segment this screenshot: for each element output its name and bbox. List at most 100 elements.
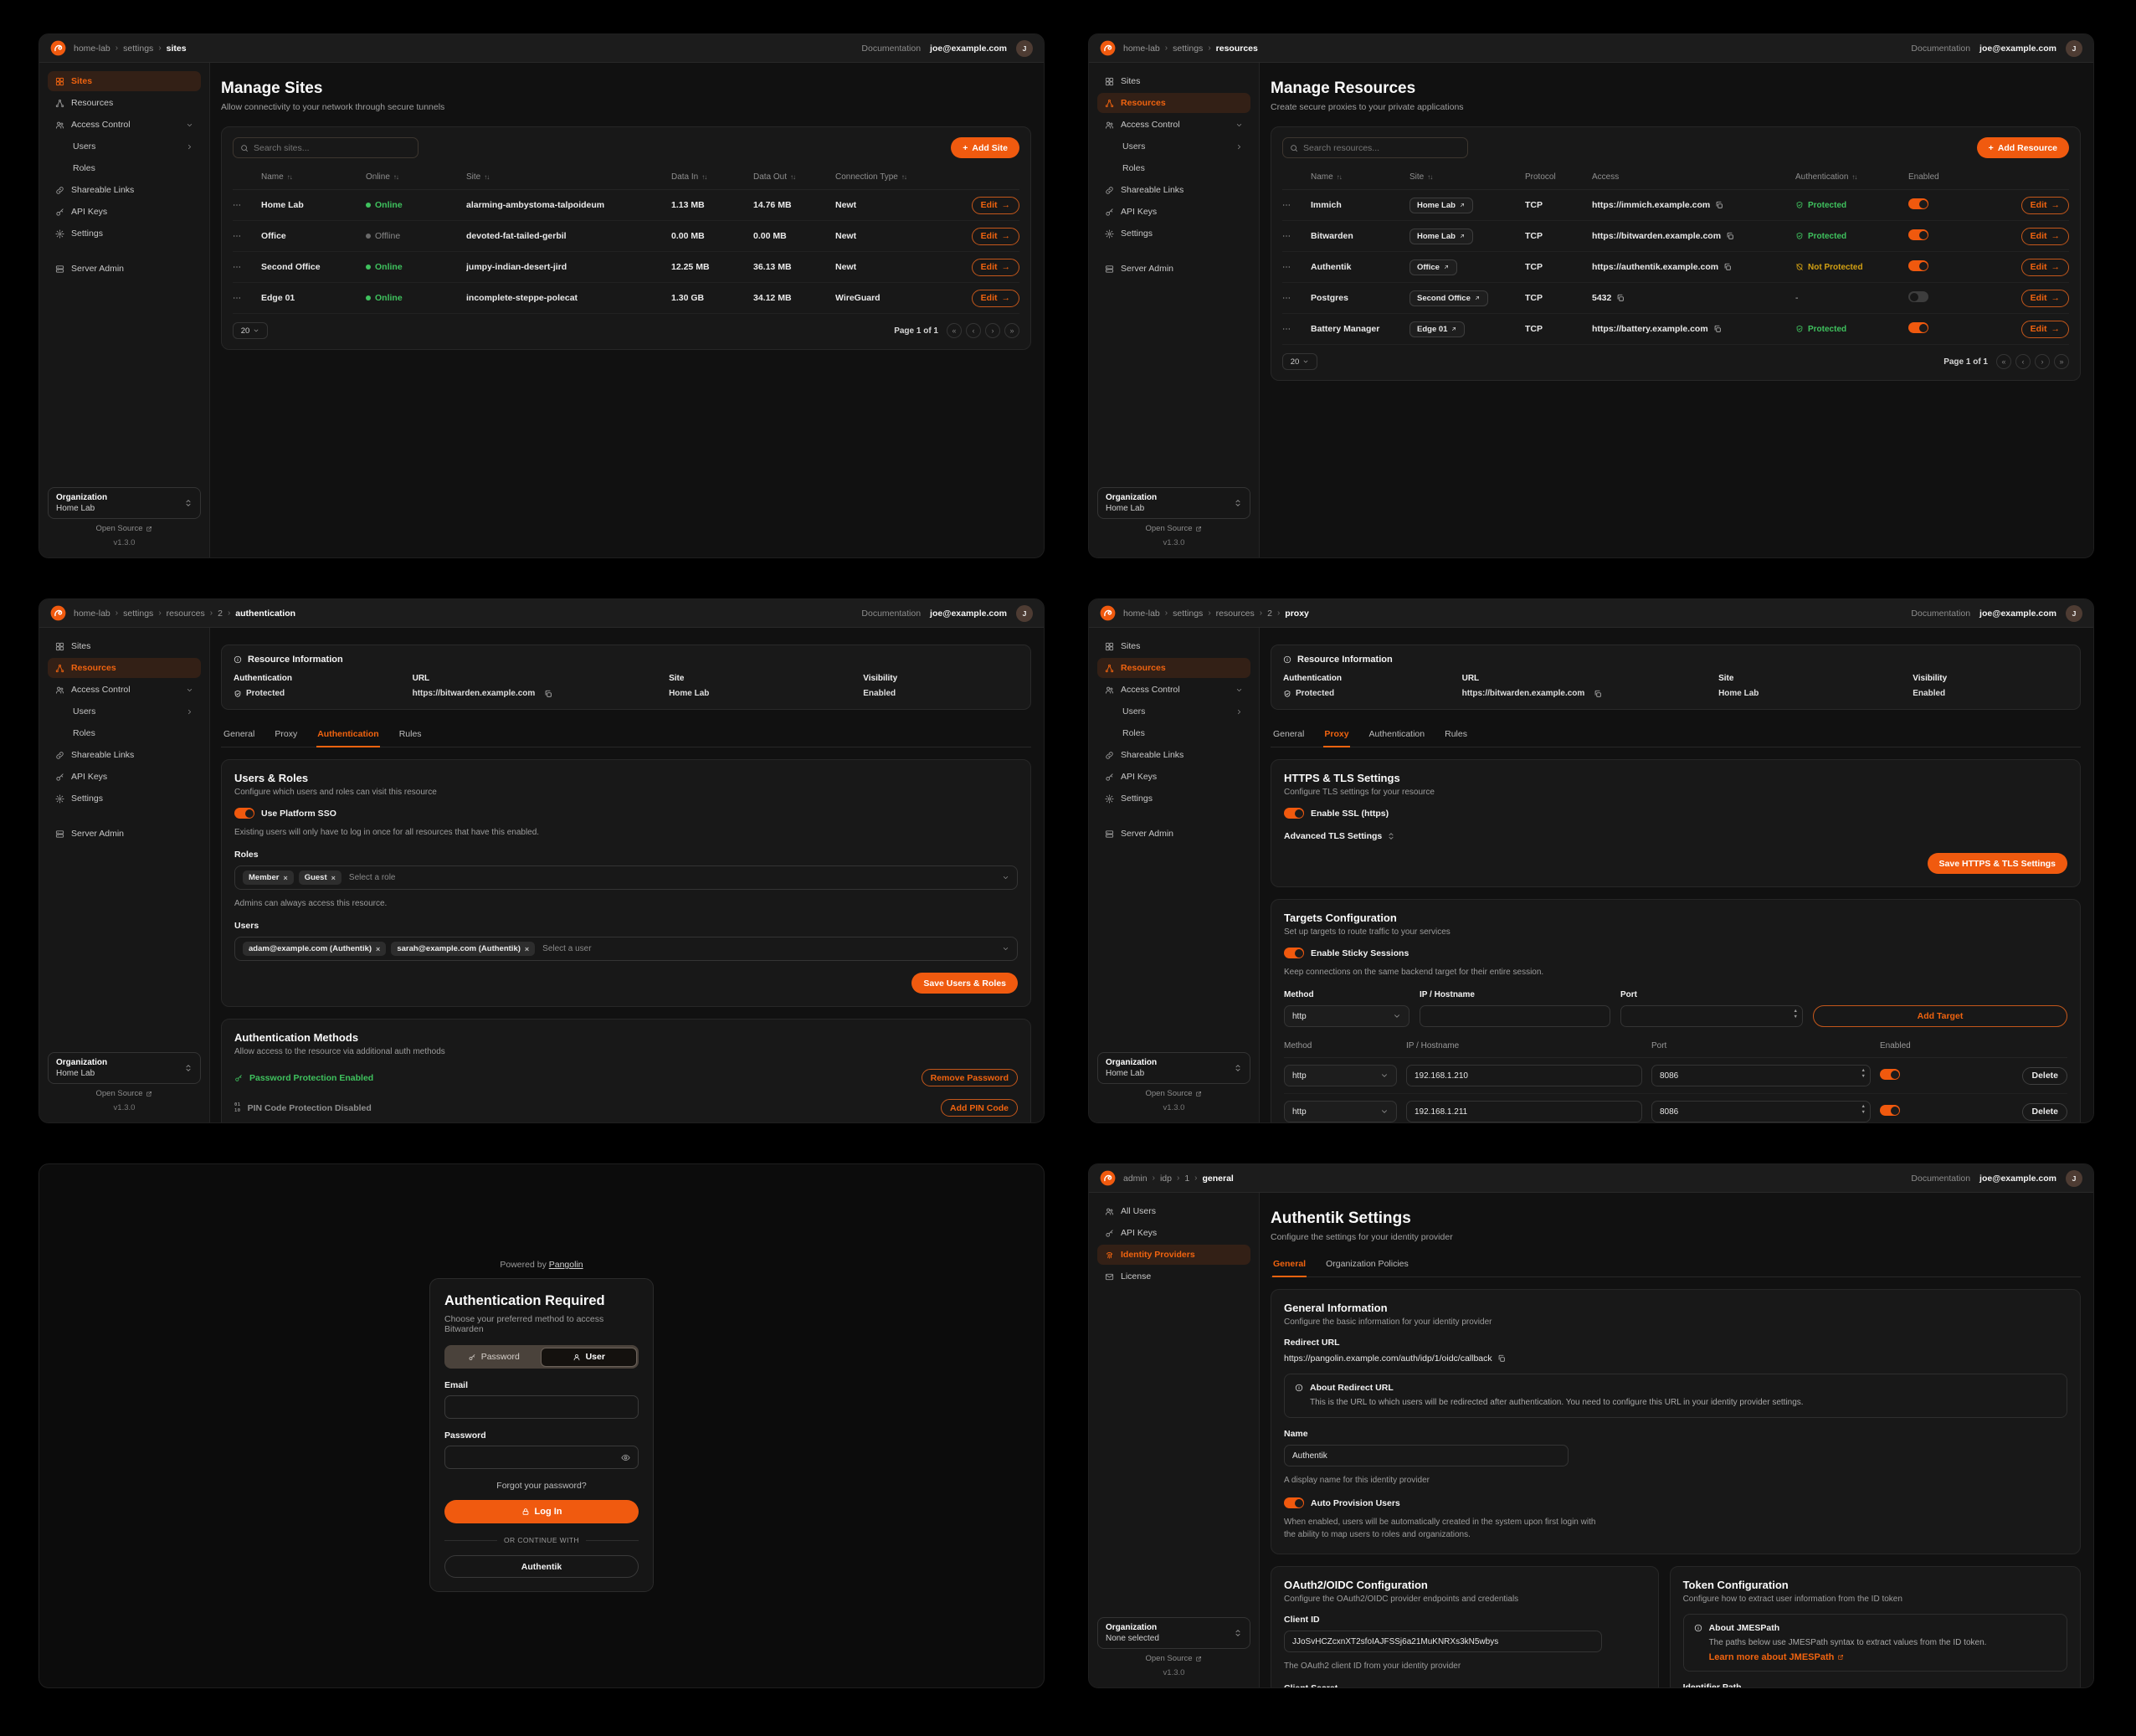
sidebar-item-users[interactable]: Users bbox=[48, 136, 201, 157]
sidebar-item-users[interactable]: Users bbox=[1097, 136, 1250, 157]
enable-ssl-toggle[interactable] bbox=[1284, 808, 1304, 819]
sidebar-item-shareable-links[interactable]: Shareable Links bbox=[48, 745, 201, 765]
user-email[interactable]: joe@example.com bbox=[930, 608, 1007, 619]
open-source-link[interactable]: Open Source bbox=[1146, 1654, 1203, 1663]
add-site-button[interactable]: + Add Site bbox=[951, 137, 1019, 158]
row-menu-button[interactable]: ⋯ bbox=[1282, 232, 1311, 241]
email-field[interactable] bbox=[453, 1402, 630, 1412]
sidebar-item-roles[interactable]: Roles bbox=[73, 728, 95, 738]
tab-general[interactable]: General bbox=[1272, 1252, 1307, 1277]
sidebar-item-settings[interactable]: Settings bbox=[1097, 788, 1250, 809]
edit-button[interactable]: Edit → bbox=[971, 258, 1019, 276]
sidebar-item-api-keys[interactable]: API Keys bbox=[48, 767, 201, 787]
tab-authentication[interactable]: Authentication bbox=[1368, 729, 1425, 739]
remove-chip-icon[interactable]: × bbox=[283, 873, 288, 882]
site-tag[interactable]: Home Lab bbox=[1409, 197, 1473, 213]
enabled-toggle[interactable] bbox=[1908, 322, 1928, 333]
auto-provision-toggle[interactable] bbox=[1284, 1497, 1304, 1508]
avatar[interactable]: J bbox=[1016, 604, 1033, 622]
site-tag[interactable]: Home Lab bbox=[1409, 228, 1473, 244]
target-enabled-toggle[interactable] bbox=[1880, 1105, 1900, 1116]
documentation-link[interactable]: Documentation bbox=[1911, 608, 1971, 619]
row-menu-button[interactable]: ⋯ bbox=[233, 232, 261, 241]
pagination-last-button[interactable]: » bbox=[1004, 323, 1019, 338]
sidebar-item-resources[interactable]: Resources bbox=[48, 658, 201, 678]
delete-target-button[interactable]: Delete bbox=[2022, 1102, 2067, 1121]
sidebar-item-license[interactable]: License bbox=[1097, 1266, 1250, 1287]
user-email[interactable]: joe@example.com bbox=[1979, 43, 2056, 54]
sidebar-item-identity-providers[interactable]: Identity Providers bbox=[1097, 1245, 1250, 1265]
sidebar-item-sites[interactable]: Sites bbox=[1097, 71, 1250, 91]
sidebar-item-roles[interactable]: Roles bbox=[73, 163, 95, 173]
tab-general[interactable]: General bbox=[1273, 729, 1305, 739]
pagination-next-button[interactable]: › bbox=[2035, 354, 2050, 369]
pangolin-link[interactable]: Pangolin bbox=[548, 1260, 583, 1270]
port-input[interactable] bbox=[1651, 1101, 1871, 1122]
sidebar-item-api-keys[interactable]: API Keys bbox=[1097, 202, 1250, 222]
pagination-last-button[interactable]: » bbox=[2054, 354, 2069, 369]
add-target-button[interactable]: Add Target bbox=[1813, 1005, 2067, 1027]
open-source-link[interactable]: Open Source bbox=[96, 1089, 153, 1098]
remove-chip-icon[interactable]: × bbox=[376, 944, 381, 953]
tab-password[interactable]: Password bbox=[447, 1348, 542, 1367]
remove-password-button[interactable]: Remove Password bbox=[921, 1069, 1018, 1086]
pagination-next-button[interactable]: › bbox=[985, 323, 1000, 338]
sidebar-item-users[interactable]: Users bbox=[1097, 701, 1250, 722]
avatar[interactable]: J bbox=[1016, 39, 1033, 57]
pangolin-logo[interactable] bbox=[1100, 1170, 1116, 1186]
platform-sso-toggle[interactable] bbox=[234, 808, 254, 819]
tab-proxy[interactable]: Proxy bbox=[1323, 722, 1350, 747]
organization-selector[interactable]: Organization Home Lab bbox=[1097, 1052, 1250, 1084]
tab-user[interactable]: User bbox=[541, 1347, 637, 1367]
copy-icon[interactable] bbox=[1497, 1354, 1506, 1363]
delete-target-button[interactable]: Delete bbox=[2022, 1066, 2067, 1085]
sidebar-item-sites[interactable]: Sites bbox=[48, 636, 201, 656]
sidebar-item-server-admin[interactable]: Server Admin bbox=[1097, 259, 1250, 279]
sidebar-item-resources[interactable]: Resources bbox=[1097, 93, 1250, 113]
site-tag[interactable]: Second Office bbox=[1409, 290, 1488, 306]
forgot-password-link[interactable]: Forgot your password? bbox=[496, 1481, 587, 1491]
ip-hostname-input[interactable] bbox=[1406, 1065, 1642, 1086]
sidebar-item-server-admin[interactable]: Server Admin bbox=[48, 259, 201, 279]
eye-icon[interactable] bbox=[621, 1453, 630, 1462]
ip-hostname-input[interactable] bbox=[1420, 1005, 1610, 1027]
sidebar-item-resources[interactable]: Resources bbox=[48, 93, 201, 113]
sidebar-item-access-control[interactable]: Access Control bbox=[1097, 680, 1250, 700]
sidebar-item-shareable-links[interactable]: Shareable Links bbox=[1097, 180, 1250, 200]
page-size-select[interactable]: 20 bbox=[1282, 353, 1317, 370]
row-menu-button[interactable]: ⋯ bbox=[1282, 325, 1311, 334]
enabled-toggle[interactable] bbox=[1908, 229, 1928, 240]
sidebar-item-access-control[interactable]: Access Control bbox=[48, 115, 201, 135]
tab-rules[interactable]: Rules bbox=[398, 729, 422, 739]
sidebar-item-access-control[interactable]: Access Control bbox=[1097, 115, 1250, 135]
edit-button[interactable]: Edit → bbox=[971, 196, 1019, 214]
open-source-link[interactable]: Open Source bbox=[1146, 1089, 1203, 1098]
enabled-toggle[interactable] bbox=[1908, 260, 1928, 271]
method-select[interactable]: http bbox=[1284, 1101, 1397, 1122]
copy-icon[interactable] bbox=[1723, 263, 1732, 271]
tab-organization-policies[interactable]: Organization Policies bbox=[1326, 1259, 1409, 1269]
page-size-select[interactable]: 20 bbox=[233, 322, 268, 339]
edit-button[interactable]: Edit → bbox=[2020, 258, 2069, 276]
method-select[interactable]: http bbox=[1284, 1005, 1409, 1027]
site-tag[interactable]: Office bbox=[1409, 259, 1457, 275]
copy-icon[interactable] bbox=[1594, 690, 1602, 698]
avatar[interactable]: J bbox=[2066, 604, 2082, 622]
sidebar-item-all-users[interactable]: All Users bbox=[1097, 1201, 1250, 1221]
log-in-button[interactable]: Log In bbox=[444, 1500, 639, 1523]
pangolin-logo[interactable] bbox=[1100, 40, 1116, 56]
sidebar-item-roles[interactable]: Roles bbox=[1122, 163, 1145, 173]
row-menu-button[interactable]: ⋯ bbox=[1282, 263, 1311, 272]
ip-hostname-input[interactable] bbox=[1406, 1101, 1642, 1122]
sidebar-item-resources[interactable]: Resources bbox=[1097, 658, 1250, 678]
pangolin-logo[interactable] bbox=[50, 40, 66, 56]
documentation-link[interactable]: Documentation bbox=[1911, 43, 1971, 54]
pagination-first-button[interactable]: « bbox=[947, 323, 962, 338]
method-select[interactable]: http bbox=[1284, 1065, 1397, 1086]
sidebar-item-api-keys[interactable]: API Keys bbox=[48, 202, 201, 222]
organization-selector[interactable]: Organization Home Lab bbox=[1097, 487, 1250, 519]
tab-authentication[interactable]: Authentication bbox=[316, 722, 380, 747]
edit-button[interactable]: Edit → bbox=[2020, 227, 2069, 245]
user-email[interactable]: joe@example.com bbox=[1979, 608, 2056, 619]
site-tag[interactable]: Edge 01 bbox=[1409, 321, 1466, 337]
